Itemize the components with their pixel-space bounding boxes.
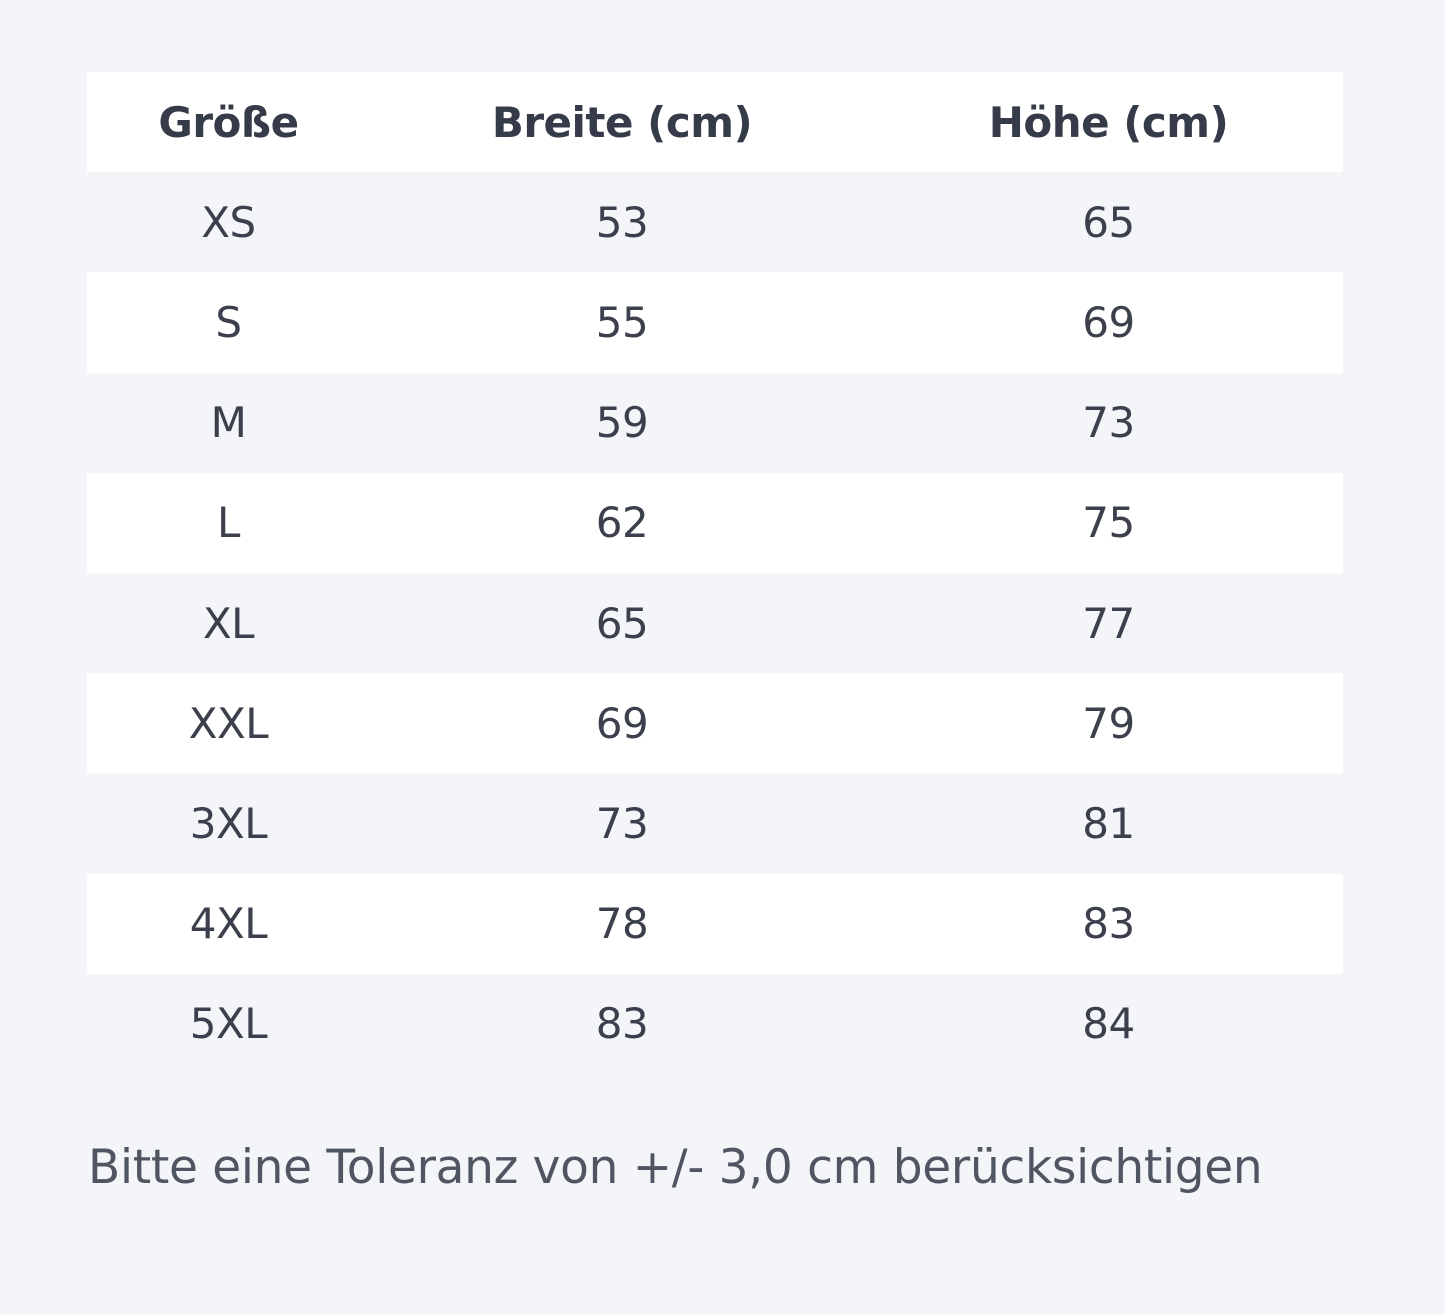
table-row: L 62 75 — [87, 472, 1343, 573]
height-cell: 83 — [1082, 899, 1135, 949]
width-cell: 78 — [595, 899, 649, 949]
size-cell: XL — [202, 598, 255, 648]
table-row: 3XL 73 81 — [87, 773, 1343, 873]
size-cell: XXL — [188, 698, 269, 748]
table-row: XL 65 77 — [87, 573, 1343, 673]
height-cell: 79 — [1082, 698, 1135, 748]
table-row: XS 53 65 — [87, 172, 1343, 272]
size-cell: 4XL — [189, 899, 268, 949]
table-row: S 55 69 — [87, 272, 1343, 373]
width-cell: 53 — [595, 197, 649, 247]
size-cell: M — [210, 398, 247, 448]
height-cell: 75 — [1082, 498, 1135, 548]
header-height: Höhe (cm) — [988, 97, 1229, 147]
width-cell: 65 — [595, 598, 649, 648]
width-cell: 73 — [595, 798, 649, 848]
width-cell: 55 — [595, 297, 649, 347]
width-cell: 59 — [595, 398, 649, 448]
height-cell: 84 — [1082, 999, 1135, 1049]
size-table: Größe Breite (cm) Höhe (cm) XS 53 65 S 55 69 M… — [87, 72, 1343, 1074]
width-cell: 62 — [595, 498, 649, 548]
size-cell: XS — [201, 197, 256, 247]
header-width: Breite (cm) — [491, 97, 753, 147]
header-size: Größe — [158, 97, 299, 147]
table-row: 4XL 78 83 — [87, 873, 1343, 974]
height-cell: 69 — [1082, 297, 1135, 347]
height-cell: 65 — [1082, 197, 1135, 247]
table-row: XXL 69 79 — [87, 673, 1343, 774]
size-cell: 5XL — [189, 999, 268, 1049]
width-cell: 83 — [595, 999, 649, 1049]
height-cell: 81 — [1082, 798, 1135, 848]
width-cell: 69 — [595, 698, 649, 748]
height-cell: 77 — [1082, 598, 1135, 648]
table-row: 5XL 83 84 — [87, 974, 1343, 1074]
table-header-row: Größe Breite (cm) Höhe (cm) — [87, 72, 1343, 173]
size-cell: 3XL — [189, 798, 268, 848]
size-cell: S — [215, 297, 242, 347]
tolerance-note: Bitte eine Toleranz von +/- 3,0 cm berüc… — [88, 1140, 1263, 1195]
height-cell: 73 — [1082, 398, 1135, 448]
table-row: M 59 73 — [87, 373, 1343, 473]
size-cell: L — [217, 498, 240, 548]
